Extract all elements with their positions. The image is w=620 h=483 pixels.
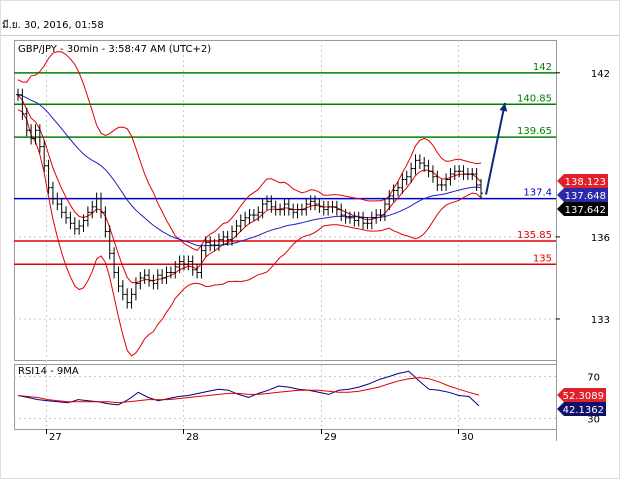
y-tick-label: 133 — [591, 315, 610, 326]
x-tick-label: 28 — [186, 432, 199, 443]
rsi-tag-label: 52.3089 — [563, 391, 604, 402]
bollinger-lower — [17, 109, 482, 357]
level-label: 140.85 — [517, 93, 552, 104]
price-tag-bg — [557, 202, 608, 216]
rsi-title: RSI14 - 9MA — [18, 366, 79, 377]
moving-average-line — [17, 94, 482, 247]
y-tick-label: 136 — [591, 233, 610, 244]
rsi-tag-label: 42.1362 — [563, 405, 604, 416]
rsi-panel-frame — [14, 364, 557, 430]
price-tag-label: 138.123 — [565, 177, 606, 188]
level-label: 137.4 — [523, 188, 552, 199]
rsi-tag-bg — [557, 388, 606, 402]
rsi-tick-label: 30 — [587, 415, 600, 426]
level-label: 142 — [533, 62, 552, 73]
rsi-ma-line — [17, 377, 480, 404]
date-stamp: มี.ย. 30, 2016, 01:58 — [2, 20, 104, 31]
price-tag-bg — [557, 188, 608, 202]
price-panel-frame — [14, 40, 557, 361]
price-tag-label: 137.642 — [565, 205, 606, 216]
rsi-tag-bg — [557, 402, 606, 416]
x-tick-label: 27 — [49, 432, 62, 443]
price-tag-bg — [557, 174, 608, 188]
level-label: 139.65 — [517, 126, 552, 137]
chart-title: GBP/JPY - 30min - 3:58:47 AM (UTC+2) — [18, 44, 212, 55]
bollinger-mid — [17, 94, 482, 284]
x-tick-label: 29 — [324, 432, 337, 443]
y-tick-label: 142 — [591, 69, 610, 80]
level-label: 135 — [533, 253, 552, 264]
projection-arrow — [485, 102, 506, 195]
price-tag-label: 137.648 — [565, 191, 606, 202]
level-label: 135.85 — [517, 230, 552, 241]
rsi-tick-label: 70 — [587, 373, 600, 384]
bollinger-upper — [17, 51, 482, 251]
projection-arrowhead — [499, 102, 508, 112]
x-tick-label: 30 — [461, 432, 474, 443]
